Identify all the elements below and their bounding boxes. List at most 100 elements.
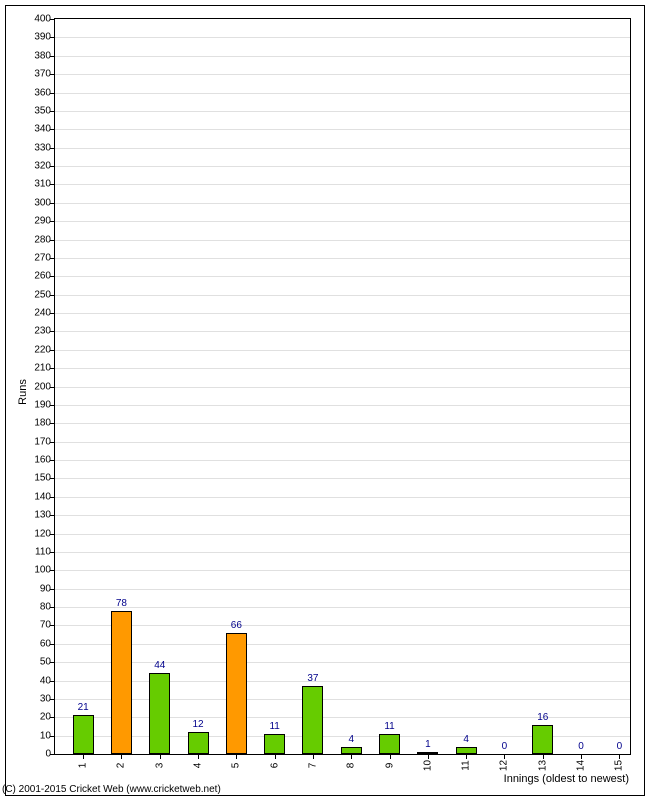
x-tick-label: 14: [576, 760, 587, 771]
x-tick-mark: [160, 754, 161, 759]
gridline: [55, 589, 630, 590]
gridline: [55, 699, 630, 700]
bar: [111, 611, 132, 754]
gridline: [55, 607, 630, 608]
y-tick-label: 100: [34, 565, 51, 576]
bar-value-label: 4: [463, 734, 469, 745]
y-tick-label: 340: [34, 124, 51, 135]
x-tick-label: 2: [116, 763, 127, 769]
y-tick-label: 140: [34, 491, 51, 502]
y-tick-label: 400: [34, 14, 51, 25]
bar: [341, 747, 362, 754]
y-tick-label: 80: [40, 602, 51, 613]
bar: [379, 734, 400, 754]
x-tick-label: 8: [346, 763, 357, 769]
bar: [532, 725, 553, 754]
y-tick-label: 110: [35, 546, 51, 557]
gridline: [55, 184, 630, 185]
bar-value-label: 0: [502, 741, 508, 752]
bar: [149, 673, 170, 754]
gridline: [55, 203, 630, 204]
x-tick-label: 13: [537, 760, 548, 771]
gridline: [55, 166, 630, 167]
x-tick-mark: [428, 754, 429, 759]
y-tick-label: 70: [40, 620, 51, 631]
y-tick-label: 160: [34, 455, 51, 466]
x-tick-mark: [466, 754, 467, 759]
y-tick-label: 330: [34, 142, 51, 153]
y-tick-label: 380: [34, 50, 51, 61]
bar-value-label: 16: [537, 712, 548, 723]
gridline: [55, 368, 630, 369]
x-tick-label: 6: [269, 763, 280, 769]
bar-value-label: 4: [348, 734, 354, 745]
gridline: [55, 74, 630, 75]
y-tick-label: 370: [34, 69, 51, 80]
bar: [264, 734, 285, 754]
y-tick-label: 270: [34, 252, 51, 263]
y-tick-label: 20: [40, 712, 51, 723]
bar-value-label: 0: [617, 741, 623, 752]
x-tick-mark: [351, 754, 352, 759]
bar-value-label: 37: [307, 673, 318, 684]
y-tick-label: 30: [40, 693, 51, 704]
bar-value-label: 0: [578, 741, 584, 752]
gridline: [55, 56, 630, 57]
y-tick-label: 350: [34, 105, 51, 116]
y-tick-label: 360: [34, 87, 51, 98]
gridline: [55, 570, 630, 571]
y-tick-label: 150: [34, 473, 51, 484]
y-axis-title: Runs: [17, 379, 29, 405]
gridline: [55, 405, 630, 406]
gridline: [55, 111, 630, 112]
x-tick-label: 11: [461, 760, 472, 770]
x-tick-label: 10: [422, 760, 433, 771]
x-tick-mark: [619, 754, 620, 759]
gridline: [55, 331, 630, 332]
y-tick-label: 50: [40, 657, 51, 668]
gridline: [55, 423, 630, 424]
gridline: [55, 460, 630, 461]
bar-value-label: 11: [269, 721, 279, 732]
x-tick-mark: [313, 754, 314, 759]
bar: [188, 732, 209, 754]
gridline: [55, 129, 630, 130]
x-tick-mark: [121, 754, 122, 759]
x-tick-label: 1: [78, 763, 89, 769]
bar-value-label: 21: [78, 702, 89, 713]
bar-value-label: 78: [116, 598, 127, 609]
gridline: [55, 37, 630, 38]
gridline: [55, 515, 630, 516]
y-tick-label: 40: [40, 675, 51, 686]
x-tick-label: 15: [614, 760, 625, 771]
y-tick-label: 290: [34, 216, 51, 227]
bar: [456, 747, 477, 754]
y-tick-label: 260: [34, 271, 51, 282]
bar: [417, 752, 438, 754]
bar-value-label: 44: [154, 660, 165, 671]
y-tick-label: 320: [34, 161, 51, 172]
y-tick-label: 230: [34, 326, 51, 337]
gridline: [55, 625, 630, 626]
x-tick-label: 4: [193, 763, 204, 769]
gridline: [55, 221, 630, 222]
gridline: [55, 442, 630, 443]
x-tick-label: 5: [231, 763, 242, 769]
x-tick-label: 12: [499, 760, 510, 771]
x-tick-label: 3: [154, 763, 165, 769]
y-tick-label: 190: [34, 399, 51, 410]
gridline: [55, 497, 630, 498]
bar: [302, 686, 323, 754]
gridline: [55, 478, 630, 479]
y-tick-label: 170: [34, 436, 51, 447]
x-tick-mark: [198, 754, 199, 759]
x-tick-label: 7: [307, 763, 318, 769]
gridline: [55, 93, 630, 94]
y-tick-label: 300: [34, 197, 51, 208]
y-tick-label: 210: [34, 363, 51, 374]
bar-value-label: 1: [425, 739, 431, 750]
bar-value-label: 66: [231, 620, 242, 631]
chart-container: 0102030405060708090100110120130140150160…: [0, 0, 650, 800]
y-tick-label: 200: [34, 381, 51, 392]
bar-value-label: 12: [192, 719, 203, 730]
